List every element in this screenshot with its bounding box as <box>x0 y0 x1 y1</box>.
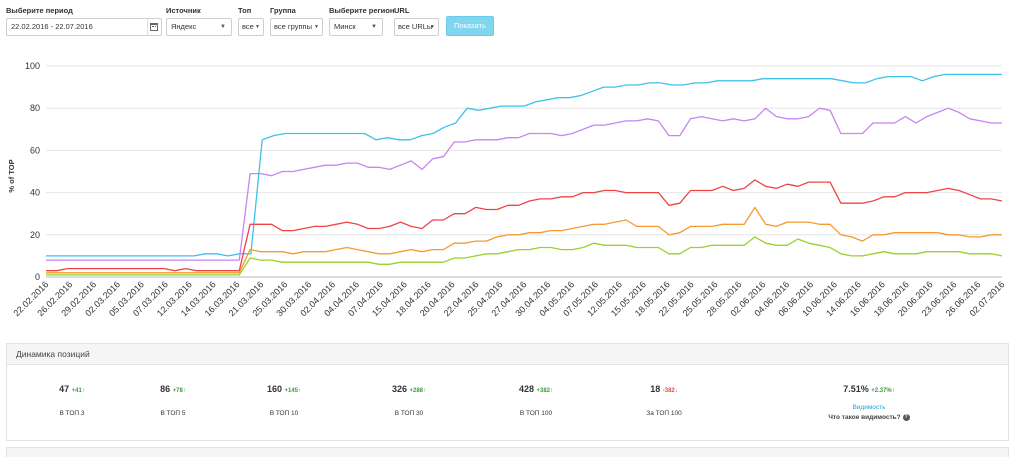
stat-value: 86 +78↑ <box>128 384 218 394</box>
next-panel-header <box>6 447 1009 457</box>
top-value: все <box>242 22 254 31</box>
source-select[interactable]: Яндекс ▼ <box>166 18 232 36</box>
show-button[interactable]: Показать <box>446 16 494 36</box>
dynamics-title: Динамика позиций <box>7 344 1008 365</box>
source-value: Яндекс <box>171 22 197 31</box>
group-label: Группа <box>270 6 296 15</box>
stat-label: В ТОП 5 <box>160 410 186 417</box>
chevron-down-icon: ▼ <box>371 24 377 30</box>
top-select[interactable]: все ▼ <box>238 18 264 36</box>
dynamics-panel: Динамика позиций 47 +41↑ В ТОП 3 86 +78↑ В … <box>6 343 1009 441</box>
y-tick-label: 100 <box>25 61 40 71</box>
chart-series <box>46 73 1003 276</box>
region-label: Выберите регион <box>329 6 395 15</box>
stat-delta: +145↑ <box>284 388 302 394</box>
visibility-value: 7.51% <box>843 384 869 394</box>
stat-number: 160 <box>266 384 285 394</box>
url-value: все URLы <box>398 22 433 31</box>
series-line-5 <box>46 236 1003 276</box>
stat-number: 18 <box>650 384 663 394</box>
stat-label: В ТОП 30 <box>394 410 424 417</box>
y-tick-label: 20 <box>30 230 40 240</box>
stat-label: В ТОП 3 <box>59 410 85 417</box>
y-tick-label: 60 <box>30 145 40 155</box>
stat-delta: +78↑ <box>172 388 186 394</box>
stat-label: В ТОП 100 <box>519 410 553 417</box>
stat-delta: +41↑ <box>71 388 85 394</box>
positions-chart: 0 20 40 60 80 100 % of TOP 22.02.201626.02.20… <box>7 61 1006 318</box>
question-icon[interactable]: ? <box>902 414 910 421</box>
y-axis: 0 20 40 60 80 100 <box>25 61 40 282</box>
chevron-down-icon: ▼ <box>255 24 260 30</box>
chevron-down-icon: ▼ <box>430 24 435 30</box>
calendar-icon[interactable] <box>150 23 158 31</box>
period-label: Выберите период <box>6 6 73 15</box>
series-line-4 <box>46 206 1002 274</box>
region-value: Минск <box>334 22 356 31</box>
visibility-link[interactable]: Видимость <box>852 404 886 411</box>
stat-value: 428 +382↑ <box>491 384 581 394</box>
url-label: URL <box>394 6 410 15</box>
group-select[interactable]: все группы ▼ <box>270 18 323 36</box>
stat-number: 47 <box>59 384 72 394</box>
y-tick-label: 40 <box>30 188 40 198</box>
y-tick-label: 80 <box>30 103 40 113</box>
visibility-delta: +2.37% <box>871 388 892 394</box>
region-select[interactable]: Минск ▼ <box>329 18 383 36</box>
stat-number: 428 <box>518 384 537 394</box>
stat-delta: +288↑ <box>409 388 427 394</box>
chevron-down-icon: ▼ <box>220 24 226 30</box>
url-select[interactable]: все URLы ▼ <box>394 18 439 36</box>
stat-delta: -382↓ <box>662 388 678 394</box>
x-axis: 22.02.201626.02.201629.02.201602.03.2016… <box>11 279 1006 318</box>
arrow-up-icon: ↑ <box>891 388 895 394</box>
chevron-down-icon: ▼ <box>314 24 319 30</box>
stat-value: 47 +41↑ <box>27 384 117 394</box>
series-line-3 <box>46 179 1003 272</box>
stat-label: В ТОП 10 <box>269 410 299 417</box>
visibility-stat: 7.51% +2.37%↑ <box>809 384 929 394</box>
group-value: все группы <box>274 22 312 31</box>
period-value: 22.02.2016 - 22.07.2016 <box>11 22 93 31</box>
stat-value: 326 +288↑ <box>364 384 454 394</box>
stat-label: За ТОП 100 <box>646 410 682 417</box>
y-tick-label: 0 <box>35 272 40 282</box>
y-axis-label: % of TOP <box>7 159 16 192</box>
stat-number: 326 <box>391 384 410 394</box>
visibility-help[interactable]: Что такое видимость?? <box>799 414 939 421</box>
stat-value: 18 -382↓ <box>619 384 709 394</box>
stat-value: 160 +145↑ <box>239 384 329 394</box>
stat-delta: +382↑ <box>536 388 554 394</box>
visibility-help-text: Что такое видимость? <box>828 414 901 422</box>
period-input[interactable]: 22.02.2016 - 22.07.2016 <box>6 18 162 36</box>
top-label: Топ <box>238 6 252 15</box>
stat-number: 86 <box>160 384 173 394</box>
chart-grid <box>46 65 1002 278</box>
series-line-2 <box>46 107 1002 261</box>
source-label: Источник <box>166 6 201 15</box>
series-line-1 <box>46 73 1002 257</box>
